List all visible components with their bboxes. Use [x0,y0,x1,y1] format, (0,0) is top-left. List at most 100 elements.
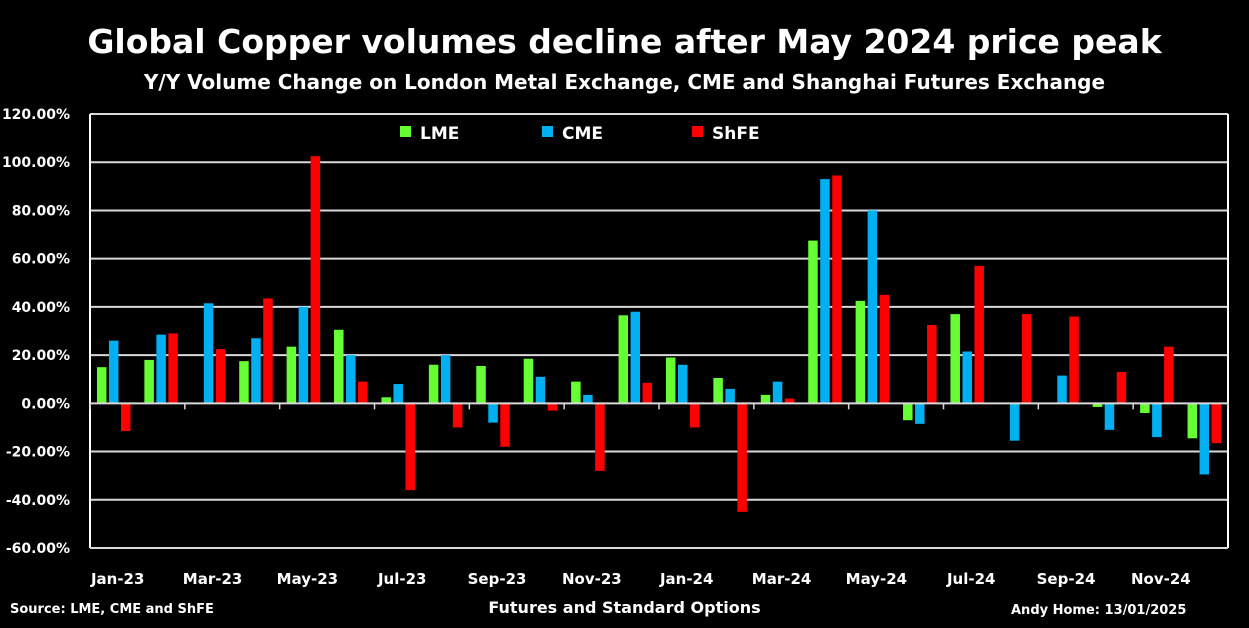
y-tick-label: 20.00% [12,348,70,364]
bar-cme-jul-23 [393,384,403,404]
bar-shfe-nov-23 [595,403,605,471]
bar-shfe-aug-24 [1021,314,1032,404]
bar-lme-jun-24 [903,403,913,421]
bar-shfe-mar-24 [784,398,795,404]
bar-lme-oct-24 [1092,403,1103,407]
x-tick-label: Mar-24 [752,570,812,588]
bar-shfe-oct-23 [547,403,558,411]
bar-lme-oct-23 [523,358,534,404]
bar-cme-mar-23 [203,303,214,404]
x-tick-label: Sep-24 [1037,570,1096,588]
bar-lme-jul-23 [381,397,391,404]
bar-cme-sep-23 [488,403,498,423]
bar-cme-dec-23 [630,311,641,404]
bar-lme-sep-23 [476,365,486,404]
x-tick-label: Nov-24 [1131,570,1191,588]
y-tick-label: 120.00% [2,107,70,123]
bar-shfe-mar-23 [215,349,226,404]
bar-cme-jun-23 [346,355,356,404]
bar-cme-apr-23 [251,338,261,404]
bar-shfe-aug-23 [452,403,463,428]
bar-cme-jul-24 [962,351,972,404]
y-tick-label: 40.00% [12,300,70,316]
bar-shfe-jul-24 [974,265,984,404]
legend-label-shfe: ShFE [712,124,760,144]
legend-label-cme: CME [562,124,603,144]
bar-shfe-oct-24 [1116,371,1127,404]
chart-title: Global Copper volumes decline after May … [87,22,1162,61]
x-axis-title: Futures and Standard Options [488,598,761,617]
bar-cme-apr-24 [820,179,830,404]
bar-cme-oct-24 [1104,403,1115,430]
x-tick-label: May-24 [846,570,907,588]
bar-shfe-sep-24 [1069,316,1079,404]
legend-label-lme: LME [420,124,459,144]
x-tick-label: Jul-24 [946,570,996,588]
bar-shfe-feb-24 [737,403,747,512]
bar-cme-may-24 [867,210,878,404]
bar-lme-feb-24 [713,378,723,404]
bar-lme-aug-23 [428,364,439,404]
bar-shfe-may-23 [310,156,321,404]
bar-lme-nov-23 [571,381,581,404]
bar-shfe-jun-23 [358,381,368,404]
y-tick-label: -60.00% [6,541,70,557]
bar-lme-jan-23 [96,367,107,404]
bar-lme-jun-23 [334,329,344,404]
x-tick-label: May-23 [277,570,338,588]
bar-shfe-jan-23 [120,403,131,432]
bar-cme-jun-24 [915,403,925,424]
source-note: Source: LME, CME and ShFE [10,602,214,617]
x-tick-label: Sep-23 [468,570,527,588]
x-tick-label: Mar-23 [183,570,243,588]
bar-shfe-may-24 [879,294,890,404]
bar-cme-jan-23 [108,340,119,404]
bar-lme-jul-24 [950,314,960,404]
bar-cme-sep-24 [1057,375,1067,404]
bar-lme-apr-23 [239,361,249,404]
y-tick-label: 100.00% [2,155,70,171]
x-tick-label: Jul-23 [377,570,427,588]
bar-cme-nov-24 [1152,403,1162,438]
bar-lme-nov-24 [1140,403,1150,413]
bar-shfe-feb-23 [168,333,178,404]
x-tick-label: Nov-23 [562,570,622,588]
bar-lme-may-24 [855,300,866,404]
bar-cme-jan-24 [677,364,688,404]
bar-cme-dec-24 [1199,403,1210,475]
x-tick-label: Jan-24 [659,570,713,588]
bar-cme-nov-23 [583,394,593,404]
bar-lme-dec-23 [618,315,629,404]
bar-shfe-jul-23 [405,403,415,491]
bar-cme-mar-24 [772,381,783,404]
y-tick-label: 60.00% [12,252,70,268]
bar-lme-dec-24 [1187,403,1198,439]
bar-shfe-dec-23 [642,382,653,404]
legend-swatch-shfe [692,126,703,137]
bar-shfe-jan-24 [689,403,700,428]
y-tick-label: 80.00% [12,203,70,219]
bar-shfe-jun-24 [927,324,937,404]
bar-cme-feb-24 [725,388,735,404]
bar-lme-may-23 [286,346,297,404]
chart-subtitle: Y/Y Volume Change on London Metal Exchan… [143,70,1106,94]
bar-shfe-nov-24 [1164,346,1174,404]
bar-shfe-apr-23 [263,298,273,404]
bar-shfe-sep-23 [500,403,510,447]
bar-shfe-dec-24 [1211,403,1222,444]
bar-cme-aug-24 [1009,403,1020,441]
y-tick-label: -20.00% [6,445,70,461]
bar-lme-jan-24 [665,357,676,404]
legend-swatch-cme [542,126,553,137]
y-tick-label: 0.00% [21,396,70,412]
bar-shfe-apr-24 [832,175,842,404]
bar-cme-feb-23 [156,334,166,404]
bar-cme-may-23 [298,306,309,404]
bar-cme-aug-23 [440,355,451,404]
x-tick-label: Jan-23 [90,570,144,588]
bar-lme-apr-24 [808,240,818,404]
legend-swatch-lme [400,126,411,137]
y-tick-label: -40.00% [6,493,70,509]
bar-lme-mar-24 [760,394,771,404]
